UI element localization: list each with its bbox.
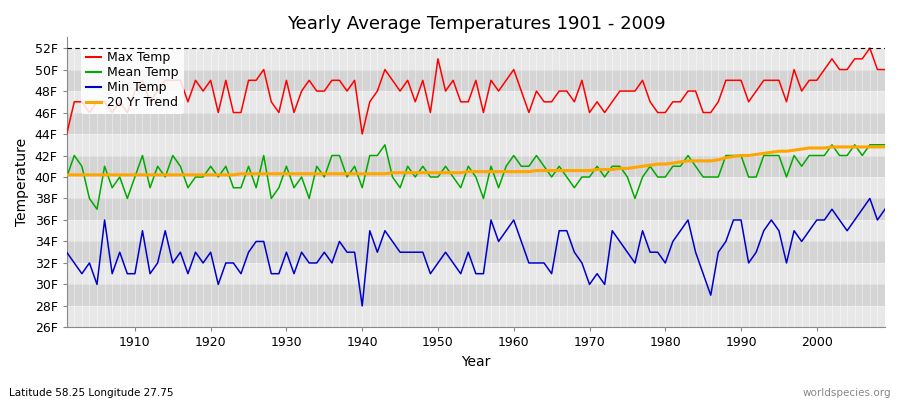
Bar bbox=[67, 263, 885, 284]
Bar bbox=[67, 198, 885, 220]
Legend: Max Temp, Mean Temp, Min Temp, 20 Yr Trend: Max Temp, Mean Temp, Min Temp, 20 Yr Tre… bbox=[81, 46, 184, 114]
Bar bbox=[67, 177, 885, 198]
Bar bbox=[67, 242, 885, 263]
Y-axis label: Temperature: Temperature bbox=[15, 138, 29, 226]
Bar bbox=[67, 70, 885, 91]
Bar bbox=[67, 220, 885, 242]
Text: Latitude 58.25 Longitude 27.75: Latitude 58.25 Longitude 27.75 bbox=[9, 388, 174, 398]
Bar bbox=[67, 134, 885, 156]
X-axis label: Year: Year bbox=[461, 355, 491, 369]
Title: Yearly Average Temperatures 1901 - 2009: Yearly Average Temperatures 1901 - 2009 bbox=[286, 15, 665, 33]
Bar bbox=[67, 112, 885, 134]
Bar bbox=[67, 156, 885, 177]
Bar bbox=[67, 91, 885, 112]
Bar bbox=[67, 306, 885, 328]
Bar bbox=[67, 48, 885, 70]
Bar bbox=[67, 284, 885, 306]
Text: worldspecies.org: worldspecies.org bbox=[803, 388, 891, 398]
